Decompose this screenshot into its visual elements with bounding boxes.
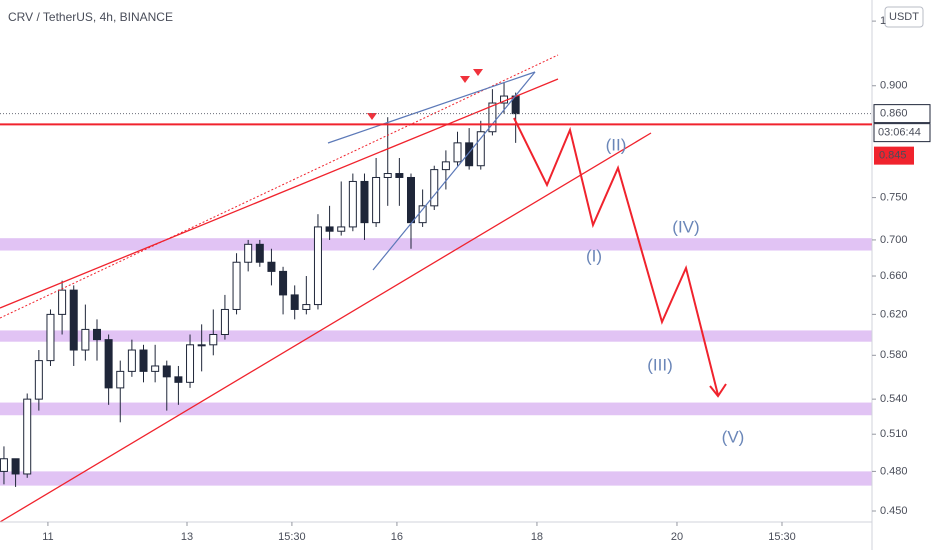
candle-body (11, 458, 20, 475)
wave-projection (513, 117, 719, 396)
support-zone (0, 330, 872, 342)
candle-body (418, 205, 427, 224)
x-tick-label: 13 (181, 531, 193, 543)
x-tick-label: 20 (671, 531, 683, 543)
x-tick-label: 11 (42, 531, 53, 543)
support-zone (0, 471, 872, 486)
channel-dotted (0, 54, 559, 319)
candle-body (104, 339, 113, 389)
marker (367, 113, 377, 120)
currency: USDT (889, 11, 919, 23)
candle-body (337, 226, 346, 232)
drawings (0, 54, 727, 523)
candle-body (197, 344, 206, 347)
countdown: 03:06:44 (878, 127, 921, 139)
y-tick-label: 0.480 (880, 465, 908, 477)
level-box (874, 146, 914, 165)
overlay: 0.860 03:06:44 0.845 (0, 104, 931, 165)
candle-body (151, 365, 160, 372)
channel-lower (0, 132, 652, 523)
support-zone (0, 238, 872, 251)
candle-body (23, 398, 32, 475)
candle-body (360, 180, 369, 224)
channel-upper (0, 78, 559, 309)
candle-body (139, 349, 148, 372)
y-tick-label: 0.750 (880, 192, 908, 204)
candle-body (267, 261, 276, 272)
last-price-label: 0.860 (880, 108, 908, 120)
wave-label: (II) (606, 135, 627, 154)
x-tick-label: 18 (531, 531, 543, 543)
candle-body (174, 376, 183, 383)
candle-body (220, 308, 229, 336)
level-label: 0.845 (879, 150, 907, 162)
wave-label: (IV) (672, 217, 699, 236)
candle-body (46, 313, 55, 362)
x-tick-label: 15:30 (278, 531, 306, 543)
candle-body (81, 328, 90, 351)
y-tick-label: 0.580 (880, 349, 908, 361)
y-tick-label: 0.660 (880, 270, 908, 282)
x-tick-label: 16 (391, 531, 403, 543)
candle-body (244, 243, 253, 263)
marker (460, 76, 470, 83)
candle-body (348, 180, 357, 228)
candle-body (127, 349, 136, 372)
candle-body (476, 131, 485, 167)
wedge-lower (372, 71, 536, 271)
candle-body (325, 226, 334, 232)
y-tick-label: 0.900 (880, 80, 908, 92)
last-price-box (873, 104, 931, 124)
support-zone (0, 402, 872, 416)
candle-body (302, 304, 311, 310)
x-tick-label: 15:30 (768, 531, 796, 543)
currency-box (884, 6, 924, 28)
candle-body (441, 161, 450, 171)
candle-body (92, 328, 101, 341)
candle-body (465, 142, 474, 167)
candle-body (232, 261, 241, 310)
candle-body (488, 102, 497, 133)
candle-body (255, 243, 264, 263)
candle-body (313, 226, 322, 306)
candle-body (58, 289, 67, 315)
candle-body (186, 344, 195, 383)
candle-body (34, 360, 43, 400)
marker (473, 69, 483, 76)
wave-label: (V) (722, 427, 745, 446)
candle-body (290, 294, 299, 310)
wedge-upper (327, 71, 536, 144)
y-tick-label: 0.540 (880, 393, 908, 405)
countdown-box (873, 123, 931, 143)
chart-title: CRV / TetherUS, 4h, BINANCE (8, 10, 173, 24)
candle-body (383, 173, 392, 178)
candle-body (116, 370, 125, 389)
y-tick-label: 0.450 (880, 505, 908, 517)
candle-body (406, 176, 415, 224)
arrow-head (709, 383, 727, 398)
candle-body (279, 270, 288, 296)
candle-body (209, 334, 218, 346)
candles (0, 82, 520, 487)
candle-body (372, 176, 381, 224)
wave-label: (I) (586, 246, 602, 265)
wave-label: (III) (647, 355, 673, 374)
zones (0, 238, 872, 486)
y-tick-label: 0.620 (880, 308, 908, 320)
candle-body (453, 142, 462, 163)
y-tick-label: 0.700 (880, 234, 908, 246)
y-tick-label: 1 (880, 15, 886, 27)
y-tick-label: 0.510 (880, 428, 908, 440)
candle-body (0, 458, 8, 472)
candle-body (162, 365, 171, 378)
candle-body (69, 289, 78, 351)
candle-body (395, 173, 404, 178)
candle-body (430, 169, 439, 207)
